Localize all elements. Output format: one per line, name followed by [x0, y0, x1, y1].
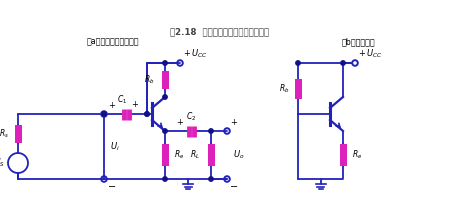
Bar [14, 124, 21, 142]
Text: −: − [230, 182, 238, 192]
Circle shape [209, 177, 213, 181]
Text: $+\,U_{CC}$: $+\,U_{CC}$ [183, 47, 207, 60]
Text: $U_i$: $U_i$ [110, 140, 120, 153]
Circle shape [296, 61, 300, 65]
Text: $R_e$: $R_e$ [352, 149, 362, 161]
Text: （b）直流通路: （b）直流通路 [341, 37, 375, 46]
Circle shape [163, 129, 167, 133]
Bar [207, 144, 215, 166]
Circle shape [163, 177, 167, 181]
Circle shape [145, 112, 149, 116]
Circle shape [145, 112, 149, 116]
Text: $C_2$: $C_2$ [186, 111, 196, 123]
Bar [162, 144, 169, 166]
Circle shape [163, 61, 167, 65]
Text: $U_S$: $U_S$ [0, 157, 5, 169]
Circle shape [209, 129, 213, 133]
Text: +: + [176, 118, 183, 127]
Text: +: + [108, 101, 115, 110]
Text: −: − [108, 182, 116, 192]
Text: $C_1$: $C_1$ [117, 93, 127, 106]
Bar [339, 144, 347, 166]
Text: +: + [230, 118, 237, 127]
Bar [294, 78, 302, 99]
Bar [162, 71, 169, 89]
Text: $+\,U_{CC}$: $+\,U_{CC}$ [358, 47, 383, 60]
Text: （a）共集电极放大电路: （a）共集电极放大电路 [87, 37, 139, 46]
Text: $U_o$: $U_o$ [233, 149, 245, 161]
Text: $R_b$: $R_b$ [279, 82, 289, 95]
Text: $R_e$: $R_e$ [174, 149, 184, 161]
Text: $R_L$: $R_L$ [190, 149, 200, 161]
Text: +: + [131, 100, 138, 109]
Text: 图2.18  共集电极放大电路及直流通路: 图2.18 共集电极放大电路及直流通路 [170, 27, 270, 36]
Circle shape [341, 61, 345, 65]
Circle shape [163, 95, 167, 99]
Text: $R_b$: $R_b$ [144, 74, 154, 86]
Text: $R_s$: $R_s$ [0, 127, 9, 140]
Circle shape [102, 112, 106, 116]
